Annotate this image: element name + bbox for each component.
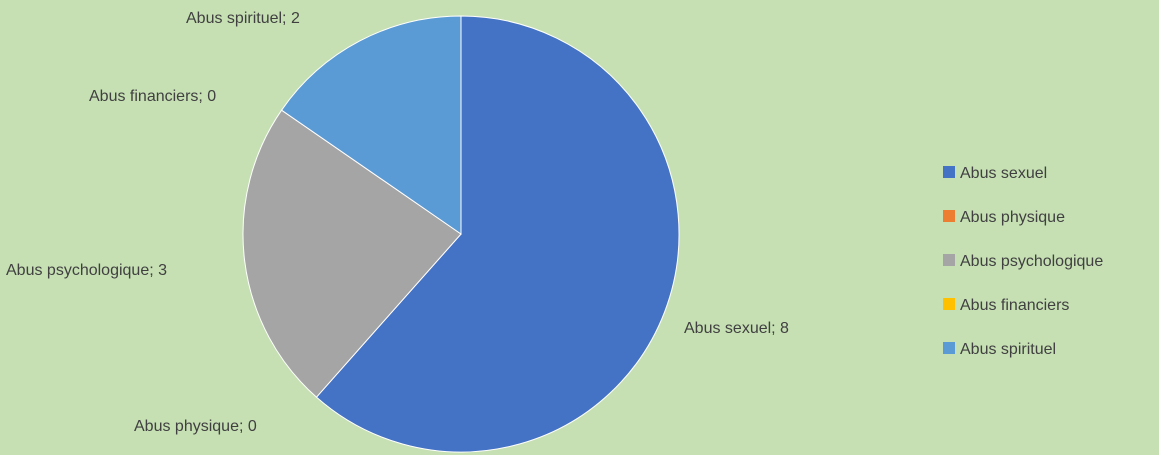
legend-label-abus-sexuel: Abus sexuel bbox=[960, 165, 1047, 182]
data-label-abus-financiers: Abus financiers; 0 bbox=[89, 88, 216, 105]
legend-swatch-abus-financiers bbox=[943, 298, 955, 310]
legend: Abus sexuel Abus physique Abus psycholog… bbox=[943, 165, 1103, 358]
legend-swatch-abus-physique bbox=[943, 210, 955, 222]
legend-swatch-abus-sexuel bbox=[943, 166, 955, 178]
legend-label-abus-financiers: Abus financiers bbox=[960, 297, 1069, 314]
data-label-abus-physique: Abus physique; 0 bbox=[134, 418, 257, 435]
legend-swatch-abus-spirituel bbox=[943, 342, 955, 354]
data-label-abus-sexuel: Abus sexuel; 8 bbox=[684, 320, 789, 337]
pie-slice-abus-sexuel bbox=[315, 15, 680, 453]
pie-slice-abus-psychologique bbox=[242, 109, 462, 398]
data-label-abus-psychologique: Abus psychologique; 3 bbox=[6, 262, 167, 279]
pie-slices bbox=[242, 15, 680, 453]
legend-label-abus-spirituel: Abus spirituel bbox=[960, 341, 1056, 358]
legend-label-abus-physique: Abus physique bbox=[960, 209, 1065, 226]
legend-swatch-abus-psychologique bbox=[943, 254, 955, 266]
pie-slice-abus-spirituel bbox=[280, 15, 462, 235]
legend-label-abus-psychologique: Abus psychologique bbox=[960, 253, 1103, 270]
data-label-abus-spirituel: Abus spirituel; 2 bbox=[186, 10, 300, 27]
data-labels: Abus sexuel; 8 Abus physique; 0 Abus psy… bbox=[6, 10, 789, 435]
